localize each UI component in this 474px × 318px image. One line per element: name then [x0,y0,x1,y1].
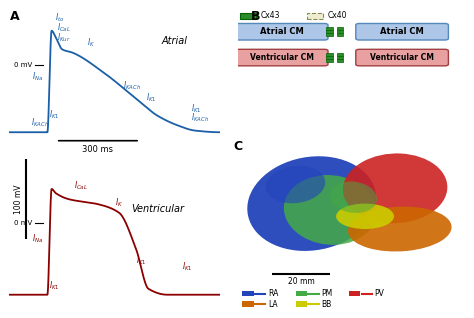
Bar [326,33,333,37]
Text: PM: PM [321,289,332,298]
Text: Ventricular CM: Ventricular CM [370,53,434,62]
Text: $I_{to}$: $I_{to}$ [55,11,64,24]
Text: $I_{K1}$: $I_{K1}$ [191,102,201,114]
FancyBboxPatch shape [236,49,328,66]
Ellipse shape [330,182,377,213]
Text: $I_{K1}$: $I_{K1}$ [182,260,193,273]
Ellipse shape [247,156,376,251]
Bar [296,291,307,296]
Bar [326,53,333,56]
Text: $I_{K1}$: $I_{K1}$ [49,108,60,121]
Text: $I_{KACh}$: $I_{KACh}$ [30,116,49,129]
Bar [337,27,343,30]
Bar [337,53,343,56]
Text: C: C [233,140,242,153]
Text: $I_{KACh}$: $I_{KACh}$ [191,111,209,124]
Text: Ventricular CM: Ventricular CM [250,53,314,62]
Text: $I_{KACh}$: $I_{KACh}$ [123,79,141,92]
Text: 100 mV: 100 mV [14,184,23,213]
Text: Cx43: Cx43 [261,11,280,20]
Bar [326,27,333,30]
FancyBboxPatch shape [356,24,448,40]
Text: $I_{CaL}$: $I_{CaL}$ [73,180,88,192]
FancyBboxPatch shape [356,49,448,66]
Text: $I_{K}$: $I_{K}$ [87,37,95,49]
Text: 0 mV: 0 mV [14,62,33,67]
Text: $I_{K1}$: $I_{K1}$ [49,280,60,292]
Text: $I_{K}$: $I_{K}$ [115,197,123,209]
Text: $I_{CaL}$: $I_{CaL}$ [57,22,71,34]
Text: LA: LA [268,300,277,308]
Text: $I_{Na}$: $I_{Na}$ [32,232,43,245]
Text: BB: BB [321,300,331,308]
Ellipse shape [343,153,447,223]
Text: RA: RA [268,289,278,298]
Text: Ventricular: Ventricular [132,204,184,214]
Text: B: B [251,10,261,23]
Text: $I_{Kur}$: $I_{Kur}$ [57,31,71,44]
Text: Atrial CM: Atrial CM [260,27,303,36]
Bar [296,301,307,307]
Text: A: A [9,10,19,23]
Text: $I_{Na}$: $I_{Na}$ [32,71,43,83]
Bar [337,59,343,62]
FancyBboxPatch shape [236,24,328,40]
Text: Atrial CM: Atrial CM [380,27,424,36]
FancyBboxPatch shape [240,13,256,19]
Text: PV: PV [374,289,384,298]
Text: 20 mm: 20 mm [288,277,315,286]
Bar [242,301,254,307]
Bar [242,291,254,296]
Ellipse shape [348,207,452,252]
Bar [349,291,360,296]
Ellipse shape [284,175,377,245]
Bar [326,56,333,59]
Text: $I_{K1}$: $I_{K1}$ [146,91,157,104]
Bar [337,33,343,37]
FancyBboxPatch shape [307,13,323,19]
Bar [326,59,333,62]
Ellipse shape [336,204,394,229]
Text: Cx40: Cx40 [328,11,347,20]
Bar [337,56,343,59]
Text: Atrial: Atrial [161,36,187,46]
Bar [326,30,333,33]
Text: 0 mV: 0 mV [14,220,33,226]
Bar [337,30,343,33]
Text: 300 ms: 300 ms [82,145,113,154]
Ellipse shape [266,166,325,203]
Text: $I_{K1}$: $I_{K1}$ [136,254,146,267]
